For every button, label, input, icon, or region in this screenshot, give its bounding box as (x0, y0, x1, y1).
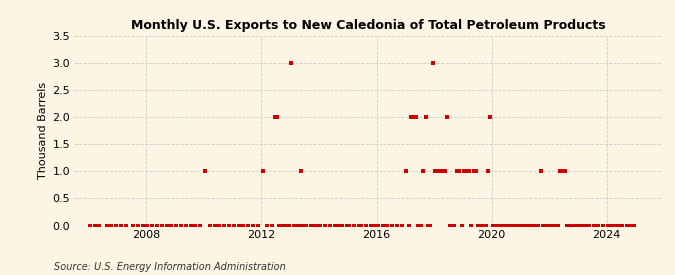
Y-axis label: Thousand Barrels: Thousand Barrels (38, 82, 48, 179)
Text: Source: U.S. Energy Information Administration: Source: U.S. Energy Information Administ… (54, 262, 286, 272)
Title: Monthly U.S. Exports to New Caledonia of Total Petroleum Products: Monthly U.S. Exports to New Caledonia of… (130, 19, 605, 32)
